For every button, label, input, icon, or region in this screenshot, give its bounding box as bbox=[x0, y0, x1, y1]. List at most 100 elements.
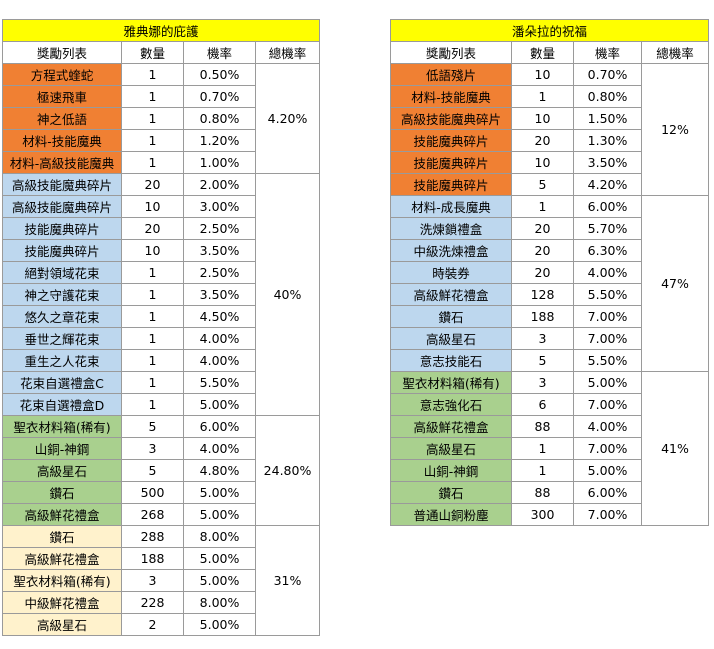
group-total-probability: 12% bbox=[640, 63, 710, 196]
table-row: 中級洗煉禮盒 20 6.30% bbox=[390, 239, 709, 262]
quantity-cell: 188 bbox=[121, 547, 184, 570]
probability-cell: 6.30% bbox=[573, 239, 642, 262]
reward-name-cell: 時裝券 bbox=[390, 261, 512, 284]
reward-name-cell: 技能魔典碎片 bbox=[2, 239, 122, 262]
table-row: 神之低語 1 0.80% bbox=[2, 107, 320, 130]
table-row: 高級技能魔典碎片 20 2.00% 40% bbox=[2, 173, 321, 416]
header-probability: 機率 bbox=[573, 41, 642, 64]
quantity-cell: 88 bbox=[511, 481, 574, 504]
reward-name-cell: 鑽石 bbox=[390, 481, 512, 504]
probability-cell: 7.00% bbox=[573, 437, 642, 460]
table-row: 技能魔典碎片 20 2.50% bbox=[2, 217, 320, 240]
table-row: 技能魔典碎片 10 3.50% bbox=[2, 239, 320, 262]
table-row: 高級鮮花禮盒 128 5.50% bbox=[390, 283, 709, 306]
quantity-cell: 10 bbox=[511, 107, 574, 130]
group-total-probability: 24.80% bbox=[254, 415, 321, 526]
quantity-cell: 3 bbox=[511, 327, 574, 350]
table-row: 鑽石 88 6.00% bbox=[390, 481, 709, 504]
probability-cell: 5.00% bbox=[183, 569, 256, 592]
probability-cell: 4.80% bbox=[183, 459, 256, 482]
reward-name-cell: 方程式蝰蛇 bbox=[2, 63, 122, 86]
table-row: 高級鮮花禮盒 268 5.00% bbox=[2, 503, 320, 526]
probability-cell: 6.00% bbox=[183, 415, 256, 438]
probability-cell: 1.20% bbox=[183, 129, 256, 152]
reward-name-cell: 技能魔典碎片 bbox=[2, 217, 122, 240]
probability-cell: 1.00% bbox=[183, 151, 256, 174]
table-row: 聖衣材料箱(稀有) 5 6.00% 24.80% bbox=[2, 415, 321, 526]
quantity-cell: 1 bbox=[121, 349, 184, 372]
quantity-cell: 128 bbox=[511, 283, 574, 306]
probability-cell: 6.00% bbox=[573, 195, 642, 218]
quantity-cell: 1 bbox=[511, 437, 574, 460]
reward-name-cell: 普通山銅粉塵 bbox=[390, 503, 512, 526]
reward-name-cell: 絕對領域花束 bbox=[2, 261, 122, 284]
quantity-cell: 10 bbox=[121, 239, 184, 262]
quantity-cell: 1 bbox=[121, 371, 184, 394]
quantity-cell: 1 bbox=[121, 283, 184, 306]
quantity-cell: 500 bbox=[121, 481, 184, 504]
quantity-cell: 1 bbox=[121, 327, 184, 350]
reward-name-cell: 材料-技能魔典 bbox=[2, 129, 122, 152]
quantity-cell: 1 bbox=[121, 63, 184, 86]
reward-name-cell: 垂世之輝花束 bbox=[2, 327, 122, 350]
reward-name-cell: 高級鮮花禮盒 bbox=[2, 503, 122, 526]
reward-name-cell: 高級星石 bbox=[2, 613, 122, 636]
table-row: 時裝券 20 4.00% bbox=[390, 261, 709, 284]
probability-cell: 4.50% bbox=[183, 305, 256, 328]
probability-cell: 3.50% bbox=[573, 151, 642, 174]
probability-cell: 5.00% bbox=[183, 613, 256, 636]
table-row: 鑽石 500 5.00% bbox=[2, 481, 320, 504]
quantity-cell: 1 bbox=[121, 151, 184, 174]
table-row: 洗煉鎖禮盒 20 5.70% bbox=[390, 217, 709, 240]
reward-name-cell: 神之守護花束 bbox=[2, 283, 122, 306]
reward-name-cell: 高級鮮花禮盒 bbox=[390, 283, 512, 306]
reward-name-cell: 高級技能魔典碎片 bbox=[390, 107, 512, 130]
probability-cell: 5.00% bbox=[573, 371, 642, 394]
probability-cell: 5.00% bbox=[573, 459, 642, 482]
reward-name-cell: 鑽石 bbox=[390, 305, 512, 328]
probability-cell: 4.00% bbox=[573, 415, 642, 438]
probability-cell: 5.00% bbox=[183, 503, 256, 526]
reward-name-cell: 重生之人花束 bbox=[2, 349, 122, 372]
table-row: 山銅-神鋼 1 5.00% bbox=[390, 459, 709, 482]
reward-name-cell: 技能魔典碎片 bbox=[390, 173, 512, 196]
reward-name-cell: 意志技能石 bbox=[390, 349, 512, 372]
quantity-cell: 268 bbox=[121, 503, 184, 526]
probability-cell: 5.50% bbox=[183, 371, 256, 394]
probability-cell: 5.70% bbox=[573, 217, 642, 240]
quantity-cell: 3 bbox=[121, 437, 184, 460]
reward-name-cell: 技能魔典碎片 bbox=[390, 129, 512, 152]
table-row: 中級鮮花禮盒 228 8.00% bbox=[2, 591, 320, 614]
table-row: 普通山銅粉塵 300 7.00% bbox=[390, 503, 709, 526]
probability-cell: 4.00% bbox=[183, 327, 256, 350]
table-row: 花束自選禮盒C 1 5.50% bbox=[2, 371, 320, 394]
quantity-cell: 5 bbox=[511, 173, 574, 196]
probability-cell: 4.00% bbox=[573, 261, 642, 284]
table-row: 高級鮮花禮盒 188 5.00% bbox=[2, 547, 320, 570]
quantity-cell: 1 bbox=[121, 129, 184, 152]
header-quantity: 數量 bbox=[121, 41, 184, 64]
probability-cell: 3.50% bbox=[183, 283, 256, 306]
quantity-cell: 288 bbox=[121, 525, 184, 548]
table-row: 鑽石 188 7.00% bbox=[390, 305, 709, 328]
group-total-probability: 41% bbox=[640, 371, 710, 526]
probability-cell: 0.80% bbox=[183, 107, 256, 130]
reward-name-cell: 花束自選禮盒C bbox=[2, 371, 122, 394]
probability-cell: 4.00% bbox=[183, 437, 256, 460]
reward-name-cell: 洗煉鎖禮盒 bbox=[390, 217, 512, 240]
probability-cell: 1.50% bbox=[573, 107, 642, 130]
quantity-cell: 1 bbox=[121, 261, 184, 284]
probability-cell: 7.00% bbox=[573, 393, 642, 416]
reward-name-cell: 高級星石 bbox=[390, 327, 512, 350]
group-total-probability: 4.20% bbox=[254, 63, 321, 174]
reward-name-cell: 技能魔典碎片 bbox=[390, 151, 512, 174]
quantity-cell: 10 bbox=[511, 63, 574, 86]
reward-name-cell: 材料-成長魔典 bbox=[390, 195, 512, 218]
quantity-cell: 20 bbox=[511, 217, 574, 240]
probability-cell: 5.00% bbox=[183, 393, 256, 416]
table-title: 雅典娜的庇護 bbox=[1, 19, 321, 42]
probability-cell: 7.00% bbox=[573, 503, 642, 526]
probability-cell: 0.80% bbox=[573, 85, 642, 108]
table-row: 技能魔典碎片 10 3.50% bbox=[390, 151, 709, 174]
table-row: 高級星石 2 5.00% bbox=[2, 613, 320, 636]
